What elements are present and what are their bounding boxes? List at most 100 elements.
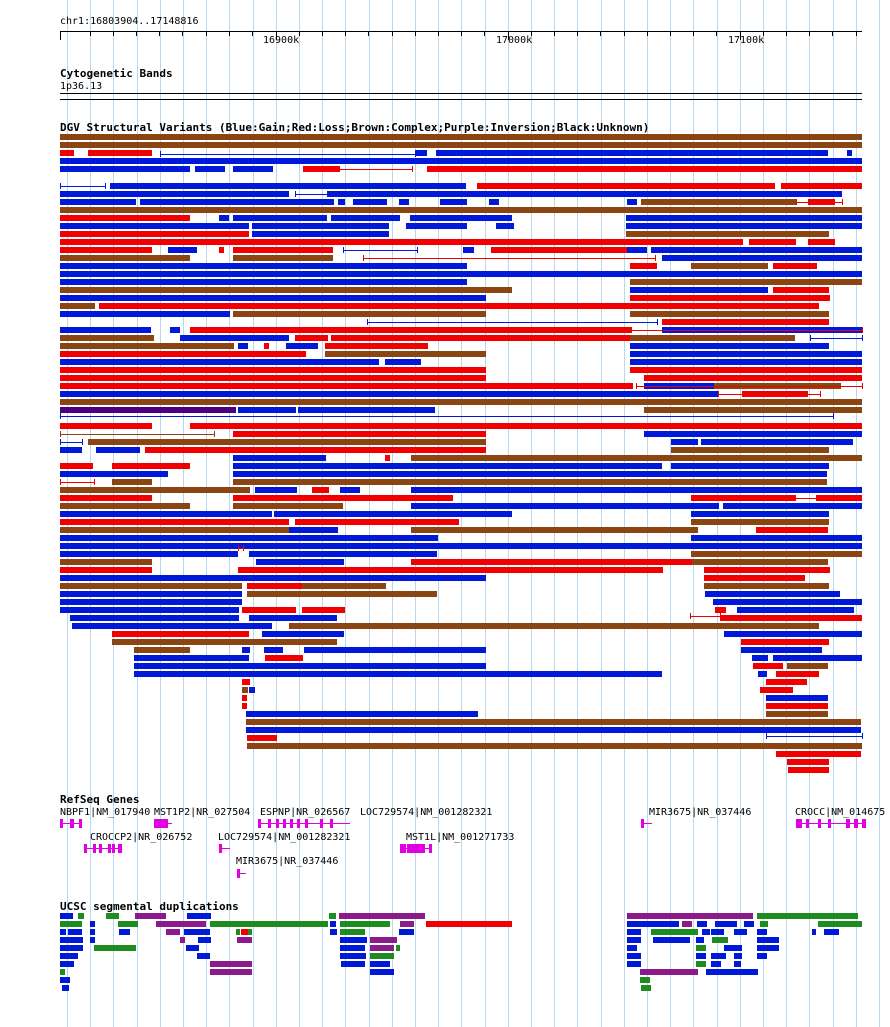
dgv-variant-bar[interactable] bbox=[195, 166, 225, 172]
dgv-variant-span[interactable] bbox=[810, 338, 862, 339]
dgv-variant-bar[interactable] bbox=[715, 607, 726, 613]
dgv-variant-bar[interactable] bbox=[496, 223, 514, 229]
dgv-variant-bar[interactable] bbox=[242, 703, 247, 709]
dgv-variant-bar[interactable] bbox=[816, 495, 862, 501]
dgv-variant-bar[interactable] bbox=[60, 255, 190, 261]
segdup-block[interactable] bbox=[627, 913, 753, 919]
dgv-variant-bar[interactable] bbox=[630, 335, 795, 341]
dgv-variant-bar[interactable] bbox=[406, 223, 467, 229]
dgv-variant-bar[interactable] bbox=[60, 559, 152, 565]
dgv-variant-bar[interactable] bbox=[295, 335, 328, 341]
segdup-block[interactable] bbox=[706, 969, 758, 975]
dgv-variant-bar[interactable] bbox=[145, 447, 486, 453]
gene-exon[interactable] bbox=[796, 819, 802, 828]
segdup-block[interactable] bbox=[340, 937, 367, 943]
gene-exon[interactable] bbox=[112, 844, 115, 853]
gene-exon[interactable] bbox=[268, 819, 271, 828]
segdup-block[interactable] bbox=[340, 929, 365, 935]
dgv-variant-bar[interactable] bbox=[242, 687, 248, 693]
dgv-variant-bar[interactable] bbox=[60, 543, 862, 549]
dgv-variant-bar[interactable] bbox=[720, 615, 862, 621]
dgv-variant-bar[interactable] bbox=[233, 455, 326, 461]
dgv-variant-bar[interactable] bbox=[99, 303, 819, 309]
dgv-variant-bar[interactable] bbox=[411, 487, 862, 493]
dgv-variant-bar[interactable] bbox=[60, 591, 242, 597]
dgv-variant-bar[interactable] bbox=[140, 199, 334, 205]
gene-exon[interactable] bbox=[330, 819, 333, 828]
dgv-variant-bar[interactable] bbox=[630, 351, 862, 357]
dgv-variant-span[interactable] bbox=[60, 186, 105, 187]
dgv-variant-bar[interactable] bbox=[262, 631, 344, 637]
dgv-variant-bar[interactable] bbox=[60, 287, 512, 293]
gene-intron-line[interactable] bbox=[796, 823, 866, 824]
dgv-variant-bar[interactable] bbox=[286, 343, 318, 349]
segdup-block[interactable] bbox=[757, 945, 779, 951]
segdup-block[interactable] bbox=[60, 913, 73, 919]
dgv-variant-bar[interactable] bbox=[752, 655, 768, 661]
segdup-block[interactable] bbox=[370, 945, 394, 951]
dgv-variant-bar[interactable] bbox=[787, 663, 828, 669]
dgv-variant-bar[interactable] bbox=[60, 599, 242, 605]
gene-intron-line[interactable] bbox=[84, 848, 122, 849]
dgv-variant-bar[interactable] bbox=[60, 471, 168, 477]
dgv-variant-bar[interactable] bbox=[627, 247, 647, 253]
dgv-variant-bar[interactable] bbox=[325, 351, 486, 357]
dgv-variant-span[interactable] bbox=[367, 322, 657, 323]
dgv-variant-bar[interactable] bbox=[641, 199, 797, 205]
dgv-variant-bar[interactable] bbox=[766, 695, 828, 701]
dgv-variant-bar[interactable] bbox=[60, 199, 136, 205]
segdup-block[interactable] bbox=[236, 929, 240, 935]
dgv-variant-bar[interactable] bbox=[758, 671, 767, 677]
gene-intron-line[interactable] bbox=[237, 873, 246, 874]
dgv-variant-bar[interactable] bbox=[246, 719, 861, 725]
segdup-block[interactable] bbox=[60, 945, 83, 951]
dgv-variant-bar[interactable] bbox=[247, 743, 862, 749]
segdup-block[interactable] bbox=[696, 945, 706, 951]
dgv-variant-bar[interactable] bbox=[60, 327, 151, 333]
dgv-variant-bar[interactable] bbox=[704, 583, 829, 589]
gene-exon[interactable] bbox=[219, 844, 222, 853]
dgv-variant-bar[interactable] bbox=[134, 647, 190, 653]
dgv-variant-bar[interactable] bbox=[60, 303, 95, 309]
segdup-block[interactable] bbox=[210, 969, 252, 975]
segdup-block[interactable] bbox=[187, 913, 211, 919]
dgv-variant-bar[interactable] bbox=[60, 239, 743, 245]
dgv-variant-bar[interactable] bbox=[691, 495, 795, 501]
dgv-variant-bar[interactable] bbox=[304, 647, 486, 653]
segdup-block[interactable] bbox=[90, 929, 95, 935]
segdup-block[interactable] bbox=[711, 929, 724, 935]
segdup-block[interactable] bbox=[734, 961, 741, 967]
dgv-variant-bar[interactable] bbox=[325, 343, 428, 349]
dgv-variant-bar[interactable] bbox=[190, 327, 632, 333]
dgv-variant-bar[interactable] bbox=[463, 247, 474, 253]
segdup-block[interactable] bbox=[627, 921, 679, 927]
dgv-variant-bar[interactable] bbox=[60, 215, 190, 221]
dgv-variant-bar[interactable] bbox=[477, 183, 775, 189]
segdup-block[interactable] bbox=[702, 929, 710, 935]
dgv-variant-bar[interactable] bbox=[60, 207, 862, 213]
dgv-variant-bar[interactable] bbox=[411, 559, 826, 565]
dgv-variant-span[interactable] bbox=[295, 194, 327, 195]
segdup-block[interactable] bbox=[370, 961, 390, 967]
segdup-block[interactable] bbox=[340, 945, 365, 951]
segdup-block[interactable] bbox=[400, 921, 414, 927]
segdup-block[interactable] bbox=[329, 913, 336, 919]
dgv-variant-bar[interactable] bbox=[219, 247, 224, 253]
dgv-variant-span[interactable] bbox=[60, 416, 833, 417]
dgv-variant-bar[interactable] bbox=[671, 439, 698, 445]
dgv-variant-bar[interactable] bbox=[691, 535, 862, 541]
dgv-variant-bar[interactable] bbox=[60, 134, 862, 140]
dgv-variant-bar[interactable] bbox=[134, 663, 486, 669]
dgv-variant-span[interactable] bbox=[796, 202, 842, 203]
dgv-variant-bar[interactable] bbox=[233, 503, 343, 509]
dgv-variant-bar[interactable] bbox=[60, 383, 633, 389]
gene-exon[interactable] bbox=[854, 819, 858, 828]
dgv-variant-bar[interactable] bbox=[60, 343, 234, 349]
segdup-block[interactable] bbox=[818, 921, 862, 927]
dgv-variant-bar[interactable] bbox=[436, 150, 828, 156]
segdup-block[interactable] bbox=[824, 929, 839, 935]
segdup-block[interactable] bbox=[94, 945, 136, 951]
segdup-block[interactable] bbox=[757, 953, 767, 959]
gene-exon[interactable] bbox=[258, 819, 261, 828]
dgv-variant-bar[interactable] bbox=[630, 367, 862, 373]
